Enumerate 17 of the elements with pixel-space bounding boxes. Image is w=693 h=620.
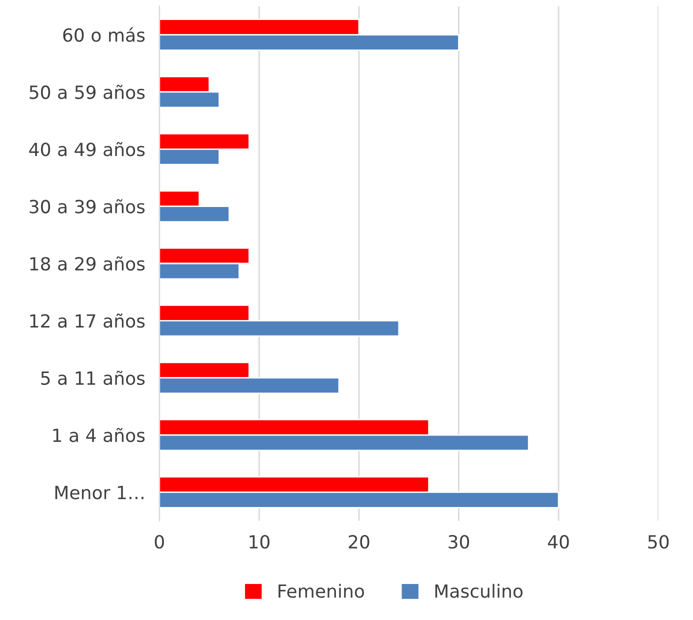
y-tick-label: 1 a 4 años — [53, 428, 145, 442]
y-tick-label: Menor 1… — [55, 486, 144, 500]
x-tick-label: 30 — [448, 535, 470, 549]
y-tick-label: 40 a 49 años — [29, 142, 145, 156]
y-tick-label: 30 a 39 años — [30, 199, 145, 214]
x-tick-label: 10 — [250, 535, 270, 549]
y-tick-label: 18 a 29 años — [30, 256, 145, 271]
x-tick-label: 20 — [348, 535, 370, 549]
y-tick-label: 12 a 17 años — [30, 314, 145, 328]
x-tick-label: 50 — [648, 535, 669, 549]
legend-label: Masculino — [435, 584, 523, 598]
x-tick-label: 40 — [548, 535, 569, 549]
legend-label: Femenino — [278, 584, 364, 598]
y-tick-label: 60 o más — [63, 27, 145, 42]
x-tick-label: 0 — [154, 535, 164, 549]
y-tick-label: 50 a 59 años — [30, 84, 145, 100]
y-tick-label: 5 a 11 años — [41, 370, 145, 385]
